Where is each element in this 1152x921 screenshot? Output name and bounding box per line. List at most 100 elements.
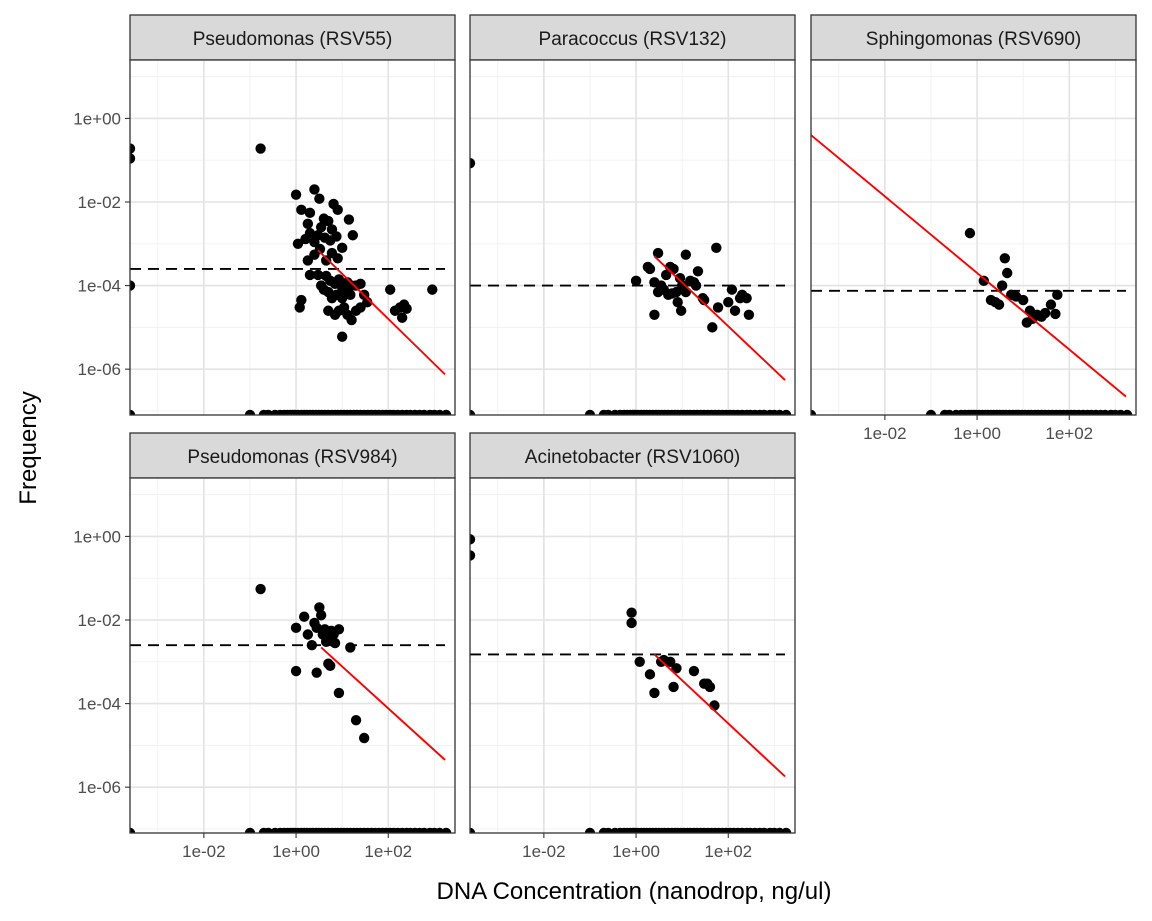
y-axis-title: Frequency	[15, 391, 42, 504]
data-point	[634, 656, 645, 667]
facet-strip-label: Pseudomonas (RSV984)	[187, 447, 397, 468]
data-point	[304, 227, 316, 239]
data-point	[665, 656, 676, 667]
x-tick-label: 1e-02	[863, 424, 906, 443]
fit-line	[317, 249, 446, 376]
data-point	[314, 193, 325, 204]
panel-marks	[470, 534, 792, 833]
data-point	[396, 312, 408, 323]
y-tick-label: 1e-04	[78, 277, 121, 296]
data-point	[336, 242, 348, 254]
data-point	[680, 249, 692, 260]
data-point	[649, 309, 660, 320]
data-point	[315, 610, 327, 621]
y-tick-label: 1e-02	[78, 611, 121, 630]
data-point	[320, 255, 332, 266]
data-point	[711, 242, 722, 254]
zero-frequency-point	[811, 409, 817, 415]
panel-background	[470, 60, 795, 415]
zero-frequency-point	[925, 409, 937, 415]
data-point	[999, 253, 1011, 264]
data-point	[668, 681, 679, 693]
data-point	[333, 687, 345, 699]
data-point	[644, 669, 656, 680]
data-point	[323, 658, 334, 669]
data-point	[1052, 289, 1063, 301]
data-point	[343, 214, 355, 225]
data-point	[336, 331, 348, 342]
data-point	[294, 302, 305, 313]
facet-strip	[469, 432, 796, 479]
zero-frequency-point	[1121, 409, 1133, 415]
data-point	[314, 602, 325, 613]
data-point	[712, 302, 724, 313]
x-axis-title: DNA Concentration (nanodrop, ng/ul)	[437, 878, 832, 905]
y-tick-label: 1e+00	[73, 109, 121, 128]
data-point	[671, 663, 682, 674]
data-point	[666, 288, 678, 299]
panel-border	[129, 59, 456, 416]
data-point	[332, 204, 343, 216]
data-point	[707, 322, 718, 333]
data-point	[311, 667, 322, 678]
data-point	[698, 294, 710, 306]
data-point	[130, 280, 136, 291]
x-tick-label: 1e+00	[272, 842, 320, 861]
panel-marks	[811, 134, 1133, 415]
facet-strip	[129, 432, 456, 479]
data-point	[355, 302, 366, 313]
facet-strip-label: Sphingomonas (RSV690)	[866, 29, 1081, 50]
y-tick-label: 1e-06	[78, 778, 121, 797]
fit-line	[320, 646, 446, 761]
data-point	[1039, 307, 1051, 319]
facet-panel: Pseudomonas (RSV55) 1e-06 1e-04 1e-02 1e+00	[73, 14, 456, 416]
panel-border	[469, 59, 796, 416]
data-point	[668, 263, 679, 275]
zero-frequency-point	[780, 827, 792, 833]
data-point	[345, 289, 356, 301]
data-point	[401, 303, 412, 314]
facet-panel: Paracoccus (RSV132)	[469, 14, 796, 416]
data-point	[743, 309, 755, 320]
data-point	[333, 274, 345, 285]
data-point	[470, 157, 476, 169]
zero-frequency-point	[130, 409, 136, 415]
facet-panels: Pseudomonas (RSV55)1e-061e-041e-021e+00P…	[73, 14, 1137, 861]
data-point	[290, 622, 302, 634]
data-point	[704, 681, 716, 693]
y-tick-label: 1e-02	[78, 193, 121, 212]
data-point	[331, 231, 342, 242]
data-point	[688, 665, 700, 677]
zero-frequency-point	[440, 409, 452, 415]
data-point	[314, 243, 326, 255]
x-tick-label: 1e-02	[522, 842, 565, 861]
data-point	[709, 700, 720, 711]
data-point	[660, 269, 672, 281]
data-point	[298, 611, 310, 622]
data-point	[978, 275, 990, 287]
panel-background	[130, 60, 455, 415]
data-point	[315, 221, 327, 233]
fit-line	[653, 255, 786, 381]
data-point	[332, 253, 343, 264]
x-tick-label: 1e+00	[612, 842, 660, 861]
data-point	[304, 269, 316, 281]
data-point	[355, 278, 366, 290]
zero-frequency-point	[244, 409, 256, 415]
data-point	[1045, 299, 1057, 310]
zero-frequency-point	[780, 409, 792, 415]
panel-background	[811, 60, 1136, 415]
data-point	[1050, 308, 1061, 320]
data-point	[309, 184, 320, 195]
panel-grid	[130, 478, 455, 833]
facet-strip	[810, 14, 1137, 61]
data-point	[296, 204, 307, 216]
data-point	[329, 637, 341, 649]
data-point	[350, 715, 362, 726]
zero-frequency-point	[130, 827, 136, 833]
panel-border	[129, 477, 456, 834]
data-point	[675, 305, 687, 316]
fit-line	[811, 134, 1127, 398]
data-point	[672, 297, 683, 308]
panel-border	[810, 59, 1137, 416]
